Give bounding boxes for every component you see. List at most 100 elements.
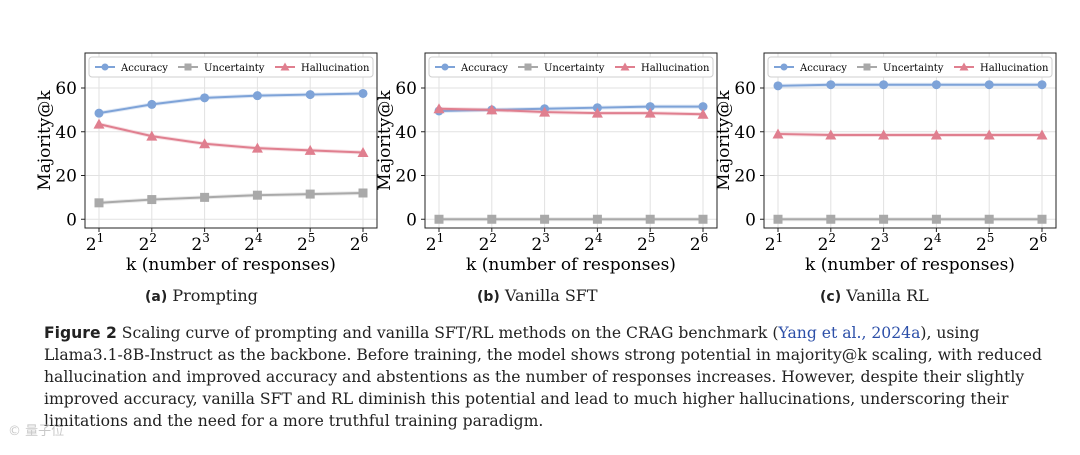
legend: Accuracy Uncertainty Hallucination bbox=[767, 56, 1053, 78]
caption-text-1: Scaling curve of prompting and vanilla S… bbox=[121, 324, 779, 342]
series-line-hallucination bbox=[438, 107, 704, 116]
subcaption-a-tag: (a) bbox=[145, 289, 168, 305]
legend-label-accuracy: Accuracy bbox=[799, 63, 847, 74]
series-band-hallucination bbox=[99, 122, 363, 155]
data-point-uncertainty bbox=[879, 214, 889, 224]
legend-marker-accuracy bbox=[101, 63, 109, 71]
data-point-hallucination bbox=[930, 129, 942, 140]
y-tick-label: 20 bbox=[734, 167, 756, 187]
data-point-uncertainty bbox=[487, 214, 497, 224]
legend-marker-accuracy bbox=[441, 63, 449, 71]
data-point-hallucination bbox=[199, 138, 211, 149]
x-tick-label: 24 bbox=[584, 231, 603, 255]
y-tick-label: 0 bbox=[406, 210, 417, 230]
figure-charts: 0 20 40 60 21 22 23 24 25 26 k (number of response… bbox=[35, 52, 1057, 275]
chart-panel-1: 0 20 40 60 21 22 23 24 25 26 k (number of response… bbox=[35, 52, 378, 275]
data-point-uncertainty bbox=[698, 214, 708, 224]
figure-caption: Figure 2 Scaling curve of prompting and … bbox=[44, 322, 1059, 432]
y-tick-label: 60 bbox=[734, 79, 756, 99]
data-point-hallucination bbox=[825, 129, 837, 140]
y-tick-label: 0 bbox=[745, 210, 756, 230]
legend-label-hallucination: Hallucination bbox=[301, 63, 370, 74]
data-point-uncertainty bbox=[645, 214, 655, 224]
watermark-text: © 量子位 bbox=[8, 424, 65, 439]
data-point-hallucination bbox=[697, 108, 709, 119]
legend: Accuracy Uncertainty Hallucination bbox=[428, 56, 714, 78]
y-axis-label: Majority@k bbox=[375, 90, 395, 191]
axes-frame bbox=[763, 52, 1057, 229]
subcaption-c: (c) Vanilla RL bbox=[820, 286, 929, 305]
legend-marker-hallucination bbox=[280, 62, 290, 71]
x-axis-label: k (number of responses) bbox=[466, 255, 676, 275]
series-line-hallucination bbox=[777, 132, 1042, 137]
subcaption-b-tag: (b) bbox=[477, 289, 500, 305]
data-point-accuracy bbox=[358, 88, 368, 98]
x-tick-label: 23 bbox=[191, 231, 209, 255]
series-line-accuracy bbox=[777, 83, 1042, 87]
series-line-accuracy bbox=[98, 92, 364, 115]
x-tick-label: 22 bbox=[139, 231, 157, 255]
y-tick-label: 40 bbox=[734, 123, 756, 143]
data-point-hallucination bbox=[251, 142, 263, 153]
data-point-uncertainty bbox=[358, 188, 368, 198]
data-point-uncertainty bbox=[826, 214, 836, 224]
x-tick-label: 25 bbox=[297, 231, 315, 255]
y-tick-label: 40 bbox=[55, 123, 77, 143]
x-axis-label: k (number of responses) bbox=[805, 255, 1015, 275]
y-tick-label: 20 bbox=[55, 167, 77, 187]
y-tick-label: 40 bbox=[395, 123, 417, 143]
data-point-uncertainty bbox=[305, 189, 315, 199]
data-point-hallucination bbox=[591, 107, 603, 118]
data-point-hallucination bbox=[1036, 129, 1048, 140]
subcaption-a-text: Prompting bbox=[172, 286, 258, 305]
data-point-accuracy bbox=[879, 80, 889, 90]
data-point-hallucination bbox=[878, 129, 890, 140]
data-point-accuracy bbox=[645, 102, 655, 112]
legend-label-accuracy: Accuracy bbox=[460, 63, 508, 74]
subcaption-b-text: Vanilla SFT bbox=[504, 286, 598, 305]
x-tick-label: 26 bbox=[690, 231, 708, 255]
data-point-uncertainty bbox=[540, 214, 550, 224]
legend-label-hallucination: Hallucination bbox=[641, 63, 710, 74]
legend-marker-uncertainty bbox=[863, 63, 871, 71]
y-axis-label: Majority@k bbox=[35, 90, 55, 191]
data-point-accuracy bbox=[94, 108, 104, 118]
x-tick-label: 22 bbox=[479, 231, 497, 255]
y-tick-label: 20 bbox=[395, 167, 417, 187]
legend-marker-uncertainty bbox=[524, 63, 532, 71]
axes-frame bbox=[84, 52, 378, 229]
data-point-uncertainty bbox=[1037, 214, 1047, 224]
data-point-uncertainty bbox=[592, 214, 602, 224]
legend-box bbox=[428, 56, 714, 78]
y-tick-label: 60 bbox=[55, 79, 77, 99]
series-line-uncertainty bbox=[98, 192, 364, 204]
series-line-hallucination bbox=[98, 123, 364, 154]
x-tick-label: 22 bbox=[818, 231, 836, 255]
chart-panel-2: 0 20 40 60 21 22 23 24 25 26 k (number of response… bbox=[375, 52, 718, 275]
citation-link[interactable]: Yang et al., 2024a bbox=[778, 324, 921, 342]
x-tick-label: 21 bbox=[765, 231, 783, 255]
x-tick-label: 21 bbox=[426, 231, 444, 255]
data-point-hallucination bbox=[772, 128, 784, 139]
data-point-accuracy bbox=[984, 80, 994, 90]
legend-label-uncertainty: Uncertainty bbox=[204, 63, 265, 74]
data-point-hallucination bbox=[983, 129, 995, 140]
y-axis-label: Majority@k bbox=[714, 90, 734, 191]
data-point-accuracy bbox=[200, 93, 210, 103]
data-point-accuracy bbox=[252, 91, 262, 101]
data-point-uncertainty bbox=[200, 192, 210, 202]
x-tick-label: 24 bbox=[244, 231, 263, 255]
data-point-hallucination bbox=[93, 118, 105, 129]
x-axis-label: k (number of responses) bbox=[126, 255, 336, 275]
data-point-hallucination bbox=[433, 103, 445, 114]
x-tick-label: 23 bbox=[870, 231, 888, 255]
legend-box bbox=[88, 56, 374, 78]
data-point-accuracy bbox=[698, 102, 708, 112]
data-point-hallucination bbox=[539, 106, 551, 117]
x-tick-label: 23 bbox=[531, 231, 549, 255]
data-point-accuracy bbox=[147, 99, 157, 109]
data-point-uncertainty bbox=[434, 214, 444, 224]
legend-marker-hallucination bbox=[620, 62, 630, 71]
caption-text-2: ), using Llama3.1-8B-Instruct as the bac… bbox=[44, 324, 1042, 430]
legend-marker-hallucination bbox=[959, 62, 969, 71]
